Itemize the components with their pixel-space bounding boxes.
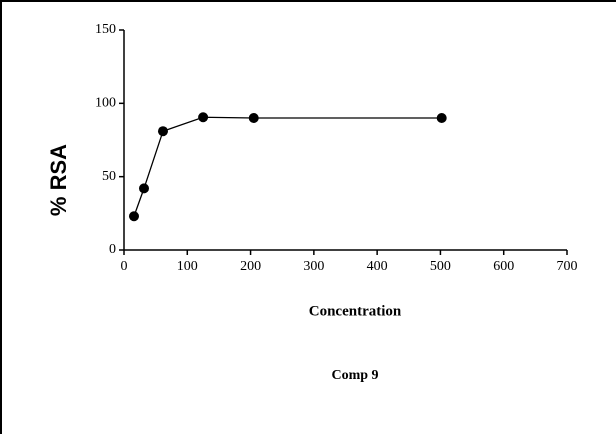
point [248,113,259,123]
x-axis-label: Concentration [309,303,402,319]
x-tick-label: 0 [121,259,128,274]
x-tick-label: 300 [303,259,324,274]
x-tick-label: 600 [493,259,514,274]
point [436,113,447,123]
x-tick-label: 500 [430,259,451,274]
y-axis-label: % RSA [46,144,71,216]
point [198,112,209,123]
point [128,211,139,222]
point [138,183,149,194]
x-tick-label: 200 [240,259,261,274]
y-tick-label: 0 [109,242,116,257]
point [157,126,168,137]
x-tick-label: 100 [177,259,198,274]
y-tick-label: 50 [102,169,116,184]
line [133,116,442,217]
x-tick-label: 400 [367,259,388,274]
y-tick-label: 150 [95,22,116,37]
caption: Comp 9 [331,368,378,383]
x-tick-label: 700 [557,259,578,274]
y-tick-label: 100 [95,96,116,111]
